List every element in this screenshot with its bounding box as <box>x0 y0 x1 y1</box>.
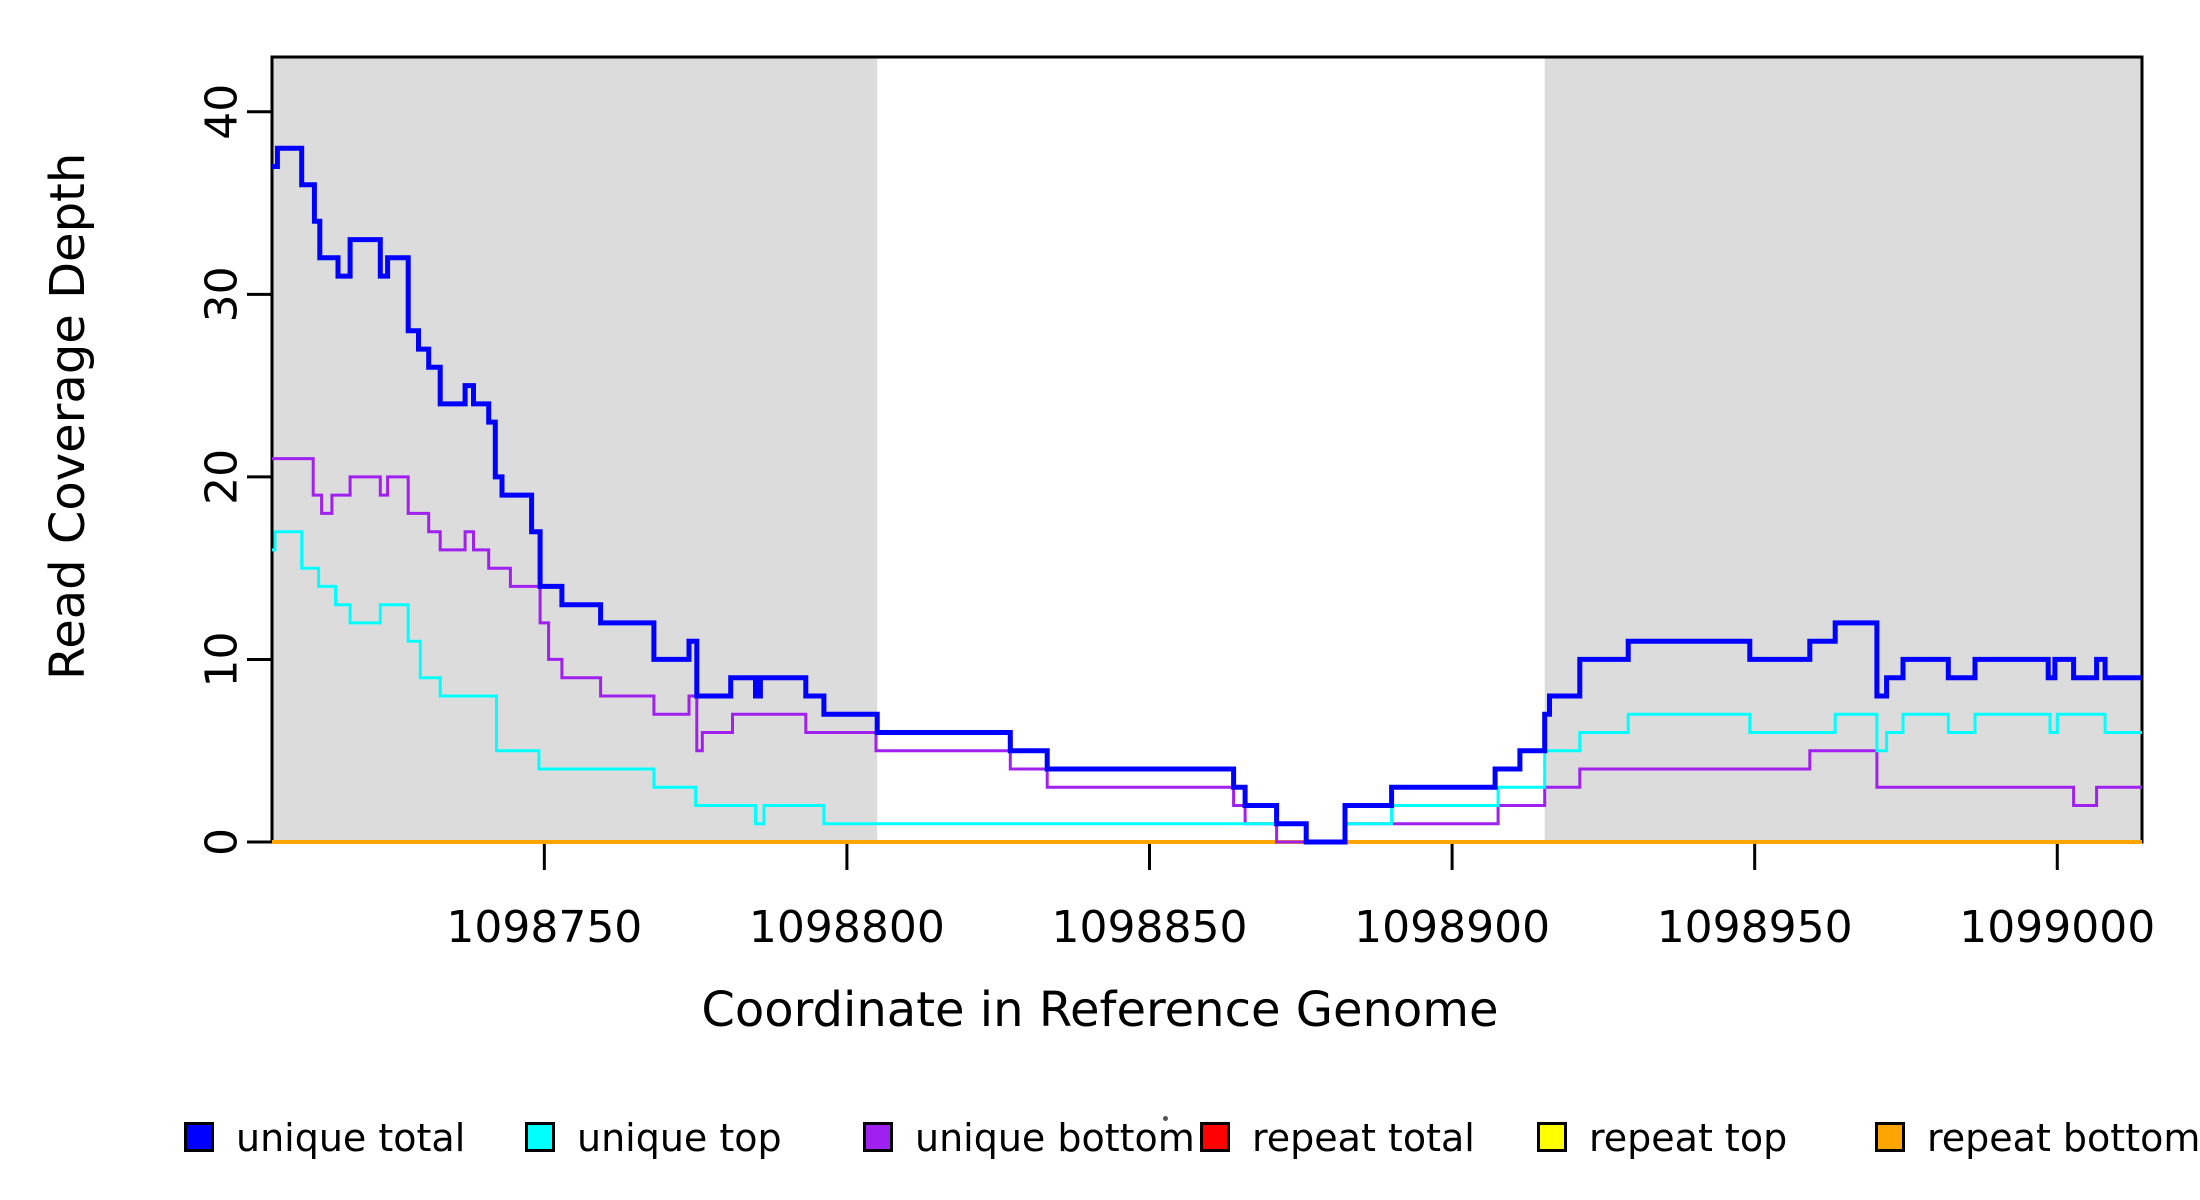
legend-swatch-icon <box>184 1122 214 1152</box>
legend-swatch-icon <box>863 1122 893 1152</box>
shaded-region-1 <box>272 57 878 842</box>
legend-label: unique top <box>577 1116 782 1160</box>
legend-swatch-icon <box>1875 1122 1905 1152</box>
x-tick-label: 1098950 <box>1657 902 1853 953</box>
legend-label: unique total <box>236 1116 466 1160</box>
y-tick-label: 0 <box>197 828 248 856</box>
y-tick-label: 10 <box>197 631 248 687</box>
legend-swatch-icon <box>1200 1122 1230 1152</box>
stray-mark <box>1163 1116 1168 1121</box>
y-axis-label: Read Coverage Depth <box>40 152 96 680</box>
legend-label: repeat bottom <box>1927 1116 2200 1160</box>
x-tick-label: 1098750 <box>446 902 642 953</box>
x-tick-label: 1099000 <box>1959 902 2155 953</box>
y-tick-label: 30 <box>197 266 248 322</box>
shaded-region-2 <box>1544 57 2142 842</box>
y-tick-label: 20 <box>197 449 248 505</box>
x-tick-label: 1098900 <box>1354 902 1550 953</box>
legend-label: repeat top <box>1589 1116 1788 1160</box>
series-unique-bottom-line <box>272 457 2142 844</box>
x-tick-label: 1098800 <box>749 902 945 953</box>
legend-swatch-icon <box>1537 1122 1567 1152</box>
legend-label: repeat total <box>1252 1116 1475 1160</box>
x-axis-label: Coordinate in Reference Genome <box>701 982 1499 1038</box>
x-tick-label: 1098850 <box>1052 902 1248 953</box>
legend-swatch-icon <box>525 1122 555 1152</box>
legend-label: unique bottom <box>915 1116 1195 1160</box>
y-tick-label: 40 <box>197 84 248 140</box>
series-unique-total-line <box>272 145 2142 845</box>
